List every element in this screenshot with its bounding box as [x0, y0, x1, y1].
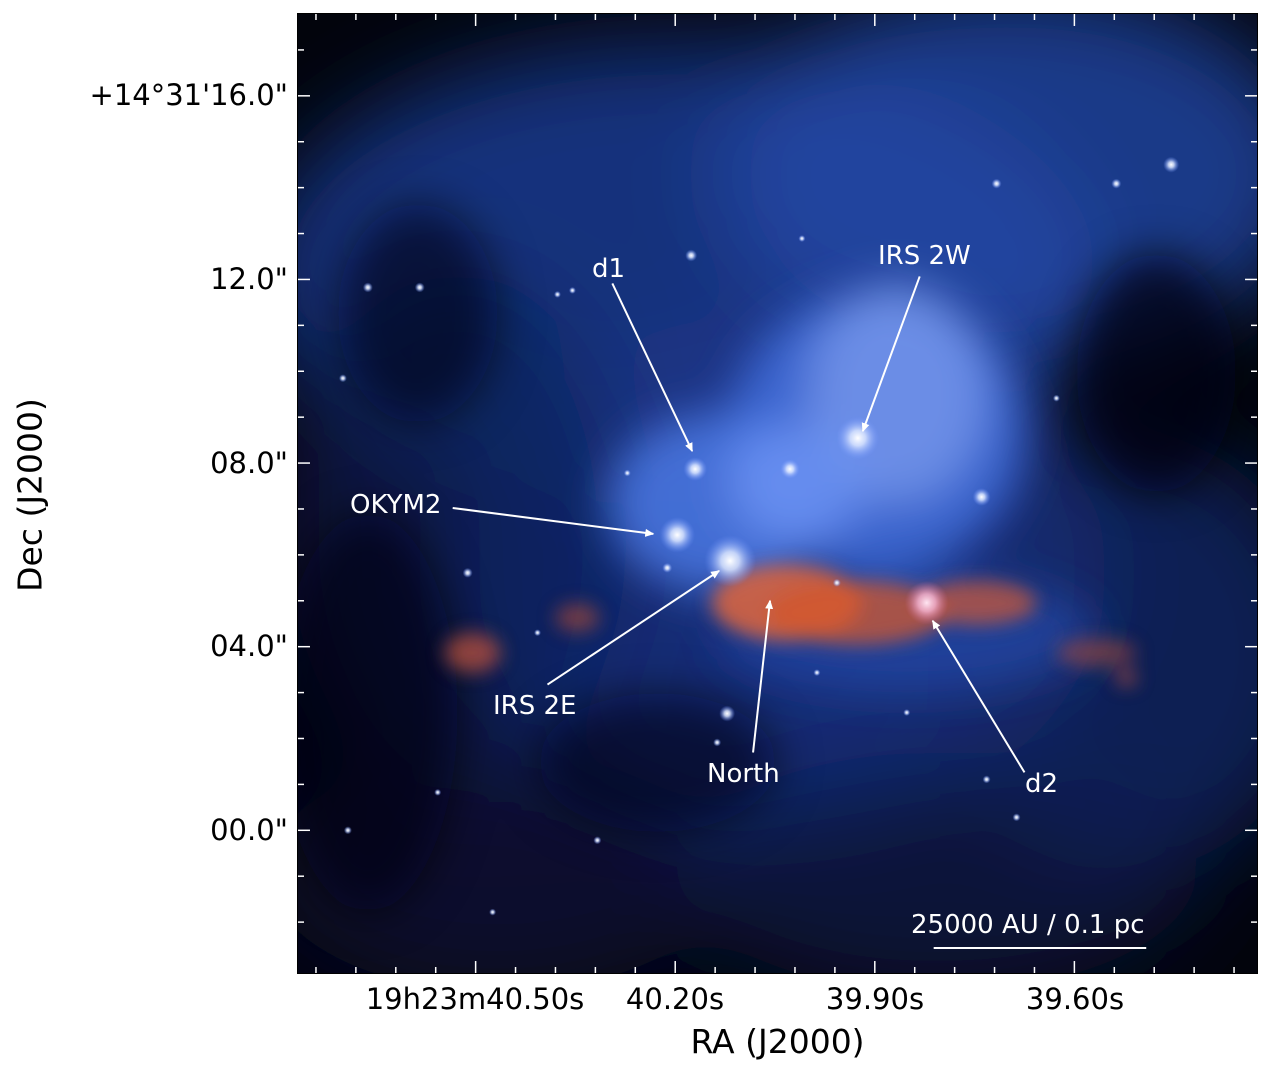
arrow-north — [752, 599, 774, 753]
ytick-label: 04.0" — [210, 629, 288, 663]
arrow-d1 — [611, 283, 694, 452]
ytick-label: 08.0" — [210, 446, 288, 480]
scale-bar-label: 25000 AU / 0.1 pc — [911, 910, 1145, 940]
dust-lanes — [298, 203, 1237, 913]
xtick-label: 19h23m40.50s — [365, 982, 585, 1016]
stars — [338, 156, 1180, 916]
xtick-label: 40.20s — [625, 982, 725, 1016]
label-okym2: OKYM2 — [350, 490, 442, 520]
label-d1: d1 — [592, 254, 626, 284]
x-axis-title: RA (J2000) — [690, 1022, 865, 1061]
label-irs2w: IRS 2W — [878, 241, 971, 271]
tick-marks — [298, 14, 1257, 973]
ytick-label: 12.0" — [210, 262, 288, 296]
arrow-irs2w — [861, 276, 921, 433]
ytick-label: +14°31'16.0" — [89, 78, 288, 112]
label-irs2e: IRS 2E — [493, 691, 577, 721]
arrow-d2 — [931, 619, 1026, 773]
label-d2: d2 — [1025, 769, 1059, 799]
sky-image-panel: d1 IRS 2W OKYM2 IRS 2E North d2 25000 AU… — [297, 13, 1258, 974]
sky-image — [298, 14, 1257, 973]
y-axis-title: Dec (J2000) — [10, 398, 50, 592]
arrow-okym2 — [452, 506, 655, 537]
label-north: North — [707, 759, 780, 789]
annotation-arrows — [452, 276, 1147, 950]
arrow-irs2e — [546, 570, 720, 686]
xtick-label: 39.60s — [1025, 982, 1125, 1016]
orange-emission — [444, 564, 1137, 686]
xtick-label: 39.90s — [825, 982, 925, 1016]
ytick-label: 00.0" — [210, 813, 288, 847]
